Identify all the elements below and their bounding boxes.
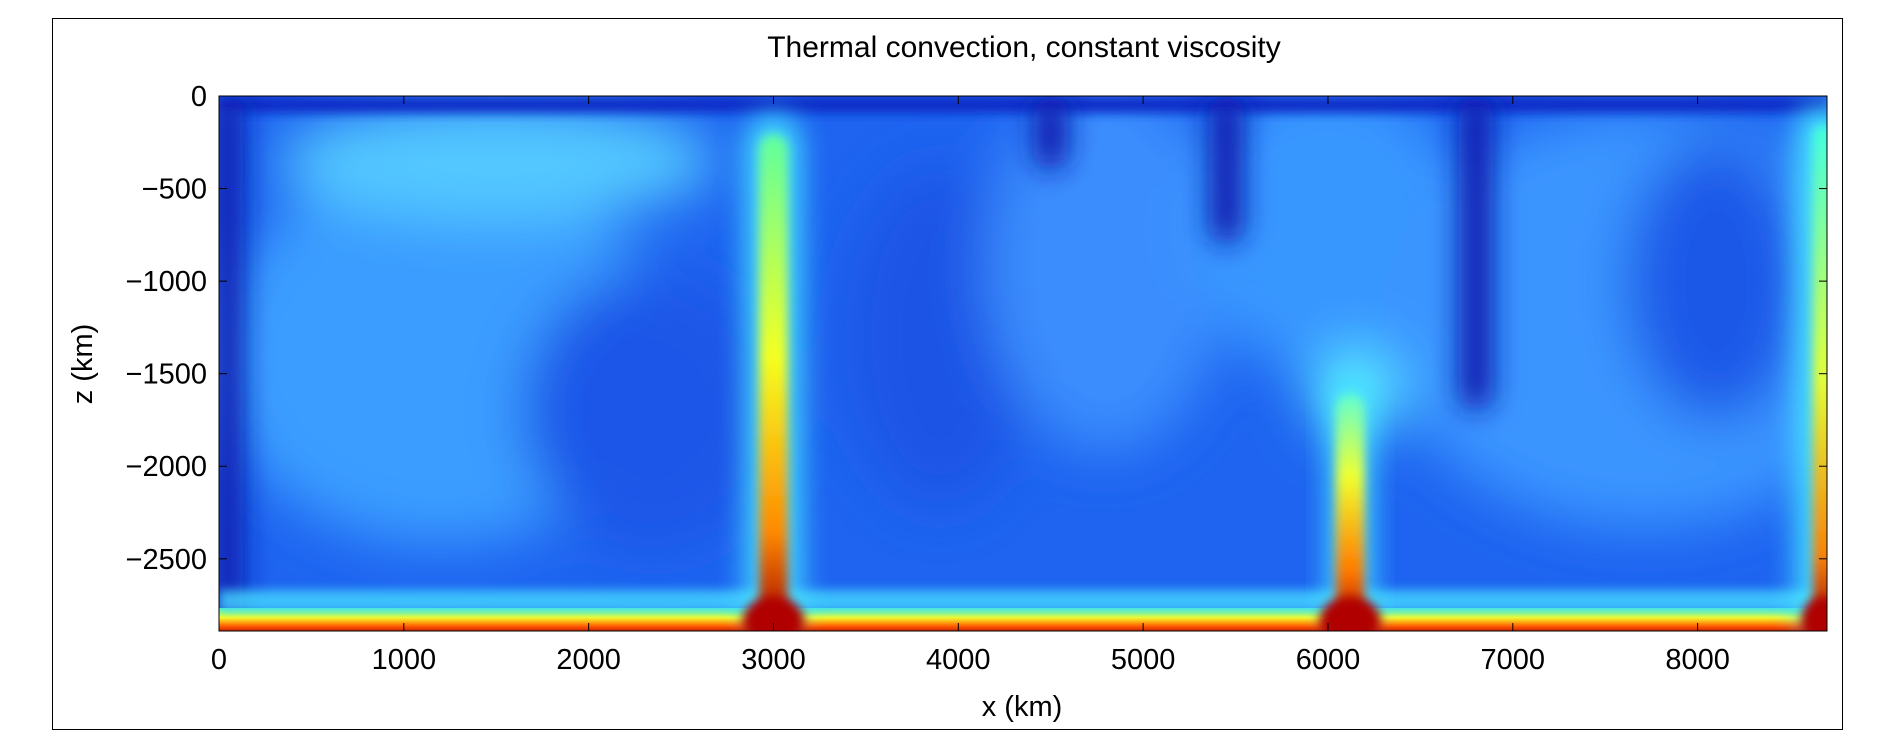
- axes: 0 1000 2000 3000 4000 5000 6000 7000 8000 0 −500 −1…: [126, 81, 1828, 676]
- x-tick-label: 1000: [372, 644, 437, 676]
- y-tick-label: 0: [191, 81, 207, 113]
- upper-cyan-band: [276, 100, 717, 221]
- plot-area-box: [218, 95, 1828, 632]
- y-tick-label: −1000: [126, 266, 207, 298]
- y-axis-label: z (km): [67, 324, 99, 405]
- x-tick-label: 5000: [1111, 644, 1176, 676]
- y-tick-label: −2500: [126, 544, 207, 576]
- downwellings: [219, 96, 1493, 631]
- x-tick-label: 6000: [1296, 644, 1361, 676]
- y-tick-label: −1500: [126, 359, 207, 391]
- x-axis-label: x (km): [982, 691, 1063, 723]
- upwelling-plume-2: [1319, 373, 1381, 631]
- hot-bottom-halo: [219, 590, 1827, 613]
- downwelling-1: [1033, 96, 1068, 171]
- x-tick-label: 8000: [1665, 644, 1730, 676]
- downwelling-4: [219, 96, 244, 631]
- plume-root: [1801, 597, 1827, 631]
- cold-top-layer: [219, 96, 1827, 114]
- downwelling-2: [1209, 96, 1244, 245]
- plume-core: [759, 134, 788, 631]
- temperature-field: [219, 96, 1827, 631]
- plume-root: [742, 597, 805, 631]
- downwelling-3: [1458, 96, 1493, 411]
- plume-core: [1336, 393, 1365, 631]
- plume-root: [1319, 597, 1381, 631]
- x-tick-label: 0: [211, 644, 227, 676]
- plume-core: [1813, 125, 1827, 631]
- cell-mid-right: [986, 96, 1227, 453]
- x-tick-label: 2000: [556, 644, 621, 676]
- x-tick-label: 3000: [741, 644, 806, 676]
- y-tick-label: −500: [142, 174, 207, 206]
- y-tick-label: −2000: [126, 451, 207, 483]
- cell-far-right-core: [1626, 141, 1807, 422]
- interior-structure: [219, 96, 1827, 551]
- x-tick-label: 7000: [1481, 644, 1546, 676]
- chart-title: Thermal convection, constant viscosity: [767, 31, 1281, 64]
- upwelling-plume-1: [742, 114, 805, 631]
- x-tick-label: 4000: [926, 644, 991, 676]
- hot-bottom-layer: [219, 608, 1827, 631]
- cell-left-core: [523, 270, 784, 551]
- upwelling-plume-3: [1795, 105, 1827, 631]
